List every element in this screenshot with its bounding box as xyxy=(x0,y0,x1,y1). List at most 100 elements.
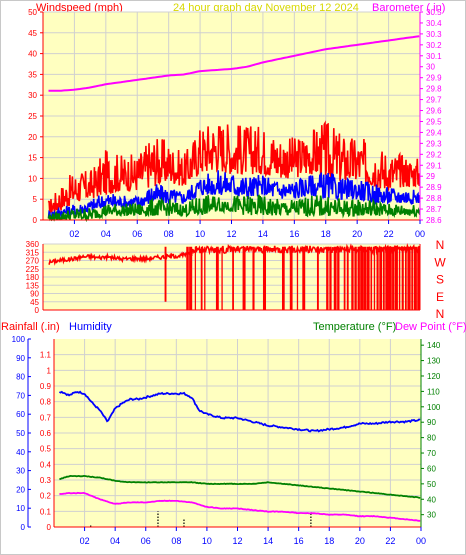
rainfall-tick-label: 0.3 xyxy=(40,476,52,485)
wind-direction-drop xyxy=(373,246,376,310)
wind-direction-series xyxy=(48,242,420,310)
wind-direction-drop xyxy=(407,246,411,310)
wind-direction-drop xyxy=(262,246,267,310)
windspeed-axis-title: Windspeed (mph) xyxy=(36,2,123,14)
humidity-axis: 0 10 20 30 40 50 60 70 80 90 100 xyxy=(12,335,31,532)
time-tick-label: 20 xyxy=(355,536,365,546)
direction-tick-label: 180 xyxy=(26,273,40,282)
time-tick-label: 14 xyxy=(258,229,268,239)
wind-direction-drop xyxy=(388,246,392,310)
time-tick-label: 04 xyxy=(101,229,111,239)
wind-direction-drop xyxy=(404,246,407,310)
wind-direction-drop xyxy=(385,246,389,310)
wind-direction-drop xyxy=(316,246,319,310)
barometer-tick-label: 29.9 xyxy=(426,74,442,83)
time-tick-label: 08 xyxy=(171,536,181,546)
wind-direction-drop xyxy=(333,246,337,310)
barometer-tick-label: 29.3 xyxy=(426,139,442,148)
rainfall-tick-label: 0.4 xyxy=(40,460,52,469)
barometer-tick-label: 28.7 xyxy=(426,205,442,214)
barometer-tick-label: 29.5 xyxy=(426,117,442,126)
time-tick-label: 16 xyxy=(289,229,299,239)
temperature-axis: 30 40 50 60 70 80 90 100 110 120 130 140 xyxy=(420,339,441,527)
rainfall-tick-label: 1.1 xyxy=(40,351,52,360)
time-tick-label: 12 xyxy=(232,536,242,546)
humidity-tick-label: 10 xyxy=(16,504,25,513)
wind-direction-drop xyxy=(394,246,398,310)
temperature-tick-label: 30 xyxy=(427,511,436,520)
wind-gust-line xyxy=(47,120,421,214)
rainfall-tick-label: 1 xyxy=(47,366,52,375)
series-dewpoint-line xyxy=(59,491,421,522)
wind-direction-drop xyxy=(326,246,329,310)
wind-direction-drop xyxy=(392,246,395,310)
humidity-tick-label: 40 xyxy=(16,448,25,457)
graph-title: 24 hour graph day November 12 2024 xyxy=(173,2,359,14)
barometer-tick-label: 29.1 xyxy=(426,161,442,170)
humidity-tick-label: 90 xyxy=(16,354,25,363)
barometer-tick-label: 30.2 xyxy=(426,41,442,50)
barometer-tick-label: 29.7 xyxy=(426,96,442,105)
barometer-tick-label: 28.6 xyxy=(426,216,442,225)
wind-direction-drop xyxy=(343,246,346,310)
temperature-tick-label: 130 xyxy=(427,357,441,366)
temperature-tick-label: 50 xyxy=(427,480,436,489)
time-tick-label: 12 xyxy=(226,229,236,239)
barometer-tick-label: 30.1 xyxy=(426,52,442,61)
windspeed-tick-label: 35 xyxy=(28,70,37,79)
wind-direction-drop xyxy=(363,246,367,310)
temperature-axis-title: Temperature (°F) xyxy=(313,321,396,333)
temperature-tick-label: 120 xyxy=(427,372,441,381)
wind-direction-drop xyxy=(204,246,206,310)
time-tick-label: 06 xyxy=(141,536,151,546)
barometer-axis: 28.628.728.828.92929.129.229.329.429.529… xyxy=(419,8,442,225)
time-tick-label: 08 xyxy=(164,229,174,239)
wind-direction-drop xyxy=(242,246,246,310)
temperature-tick-label: 100 xyxy=(427,403,441,412)
wind-direction-drop xyxy=(337,246,340,310)
humidity-tick-label: 100 xyxy=(12,335,26,344)
humidity-axis-title: Humidity xyxy=(69,321,112,333)
humidity-tick-label: 80 xyxy=(16,373,25,382)
rainfall-tick-label: 0.6 xyxy=(40,429,52,438)
rainfall-tick-label: 0.5 xyxy=(40,445,52,454)
rainfall-tick-label: 0 xyxy=(47,523,52,532)
wind-direction-drop xyxy=(370,246,373,310)
time-tick-label: 20 xyxy=(352,229,362,239)
temperature-tick-label: 140 xyxy=(427,341,441,350)
rainfall-tick-label: 0.7 xyxy=(40,413,52,422)
wind-direction-drop xyxy=(289,246,293,310)
barometer-tick-label: 29.2 xyxy=(426,150,442,159)
direction-tick-label: 45 xyxy=(30,298,39,307)
barometer-tick-label: 29.6 xyxy=(426,107,442,116)
temperature-tick-label: 90 xyxy=(427,418,436,427)
wind-direction-drop xyxy=(411,246,413,310)
direction-tick-label: 0 xyxy=(35,306,40,315)
wind-direction-drop xyxy=(398,246,401,310)
wind-direction-drop xyxy=(215,246,219,310)
compass-label: N xyxy=(436,238,445,252)
barometer-tick-label: 30.3 xyxy=(426,30,442,39)
windspeed-tick-label: 20 xyxy=(28,133,37,142)
wind-direction-drop xyxy=(413,246,417,310)
barometer-line xyxy=(48,35,420,92)
direction-tick-label: 315 xyxy=(26,248,40,257)
wind-direction-drop xyxy=(379,246,383,310)
wind-direction-drop xyxy=(346,246,349,310)
windspeed-tick-label: 40 xyxy=(28,50,37,59)
dewpoint-axis-title: Dew Point (°F) xyxy=(395,321,466,333)
wind-direction-drop xyxy=(164,246,167,302)
time-tick-label: 00 xyxy=(415,229,425,239)
compass-label: N xyxy=(436,307,445,321)
direction-tick-label: 225 xyxy=(26,265,40,274)
humidity-tick-label: 60 xyxy=(16,410,25,419)
wind-direction-drop xyxy=(200,246,203,310)
time-tick-label: 22 xyxy=(384,229,394,239)
windspeed-tick-label: 50 xyxy=(28,8,37,17)
barometer-tick-label: 29.8 xyxy=(426,85,442,94)
windspeed-tick-label: 5 xyxy=(33,195,38,204)
time-axis-bottom: 02 04 06 08 10 12 14 16 18 20 22 00 xyxy=(80,527,426,546)
wind-direction-line xyxy=(48,251,193,266)
direction-tick-label: 360 xyxy=(26,240,40,249)
wind-direction-drop xyxy=(329,246,332,310)
